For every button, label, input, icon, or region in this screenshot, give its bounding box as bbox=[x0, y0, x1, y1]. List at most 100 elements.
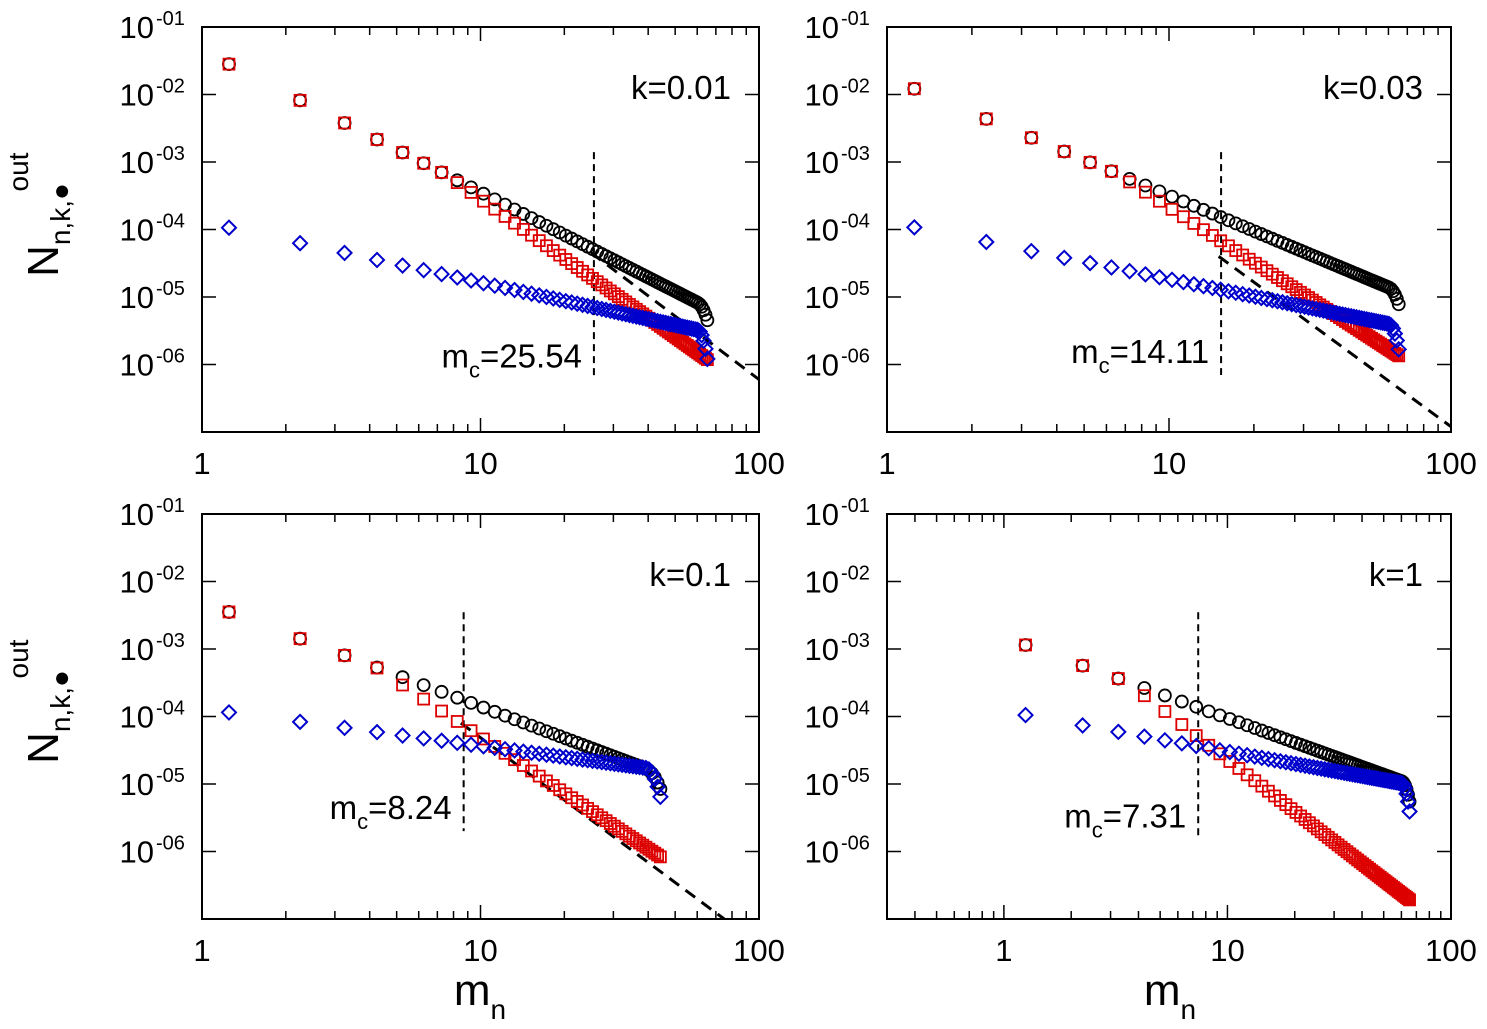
data-point-diamond bbox=[563, 294, 581, 311]
data-point-diamond bbox=[1055, 249, 1073, 267]
data-point-circle bbox=[1201, 704, 1216, 719]
data-point-square bbox=[222, 605, 236, 619]
data-point-square bbox=[1189, 729, 1203, 743]
data-point-diamond bbox=[1324, 304, 1342, 322]
data-point-circle bbox=[1024, 130, 1039, 145]
data-point-diamond bbox=[448, 269, 466, 286]
y-tick-label: 10 bbox=[120, 78, 154, 113]
data-point-diamond bbox=[693, 326, 711, 344]
data-point-circle bbox=[370, 132, 384, 147]
data-point-diamond bbox=[1234, 285, 1252, 303]
data-point-diamond bbox=[544, 747, 562, 765]
data-point-square bbox=[370, 133, 384, 146]
data-layer bbox=[220, 605, 726, 919]
data-point-diamond bbox=[1211, 741, 1229, 759]
data-point-circle bbox=[524, 211, 539, 226]
data-point-circle bbox=[532, 721, 547, 736]
data-point-diamond bbox=[563, 749, 581, 767]
y-tick-label: 10 bbox=[120, 835, 154, 870]
data-point-square bbox=[338, 116, 351, 130]
data-point-diamond bbox=[1277, 753, 1295, 771]
y-tick-exponent: -05 bbox=[841, 278, 870, 300]
y-tick-label: 10 bbox=[120, 10, 154, 45]
data-point-circle bbox=[1137, 681, 1152, 695]
data-point-circle bbox=[516, 207, 531, 221]
y-tick-exponent: -05 bbox=[156, 765, 185, 787]
data-point-circle bbox=[1222, 712, 1237, 726]
data-point-square bbox=[477, 732, 490, 746]
annotation-mc: mc=8.24 bbox=[330, 789, 452, 834]
data-point-square bbox=[546, 779, 560, 792]
data-layer bbox=[905, 81, 1451, 428]
data-point-circle bbox=[507, 712, 522, 727]
x-tick-label: 100 bbox=[1425, 933, 1477, 968]
data-point-diamond bbox=[220, 703, 238, 721]
data-point-diamond bbox=[1374, 314, 1392, 332]
data-point-circle bbox=[476, 700, 491, 715]
y-tick-label: 10 bbox=[120, 767, 154, 802]
data-point-diamond bbox=[1398, 785, 1415, 803]
y-tick-label: 10 bbox=[805, 565, 839, 600]
data-point-diamond bbox=[697, 340, 714, 358]
data-point-diamond bbox=[475, 737, 492, 755]
y-tick-label: 10 bbox=[805, 497, 839, 532]
y-tick-label: 10 bbox=[805, 835, 839, 870]
data-point-diamond bbox=[683, 320, 700, 338]
data-point-diamond bbox=[1022, 242, 1040, 260]
data-point-square bbox=[293, 632, 307, 646]
data-point-square bbox=[435, 704, 449, 718]
data-point-square bbox=[396, 678, 409, 692]
data-point-circle bbox=[1247, 721, 1262, 735]
data-point-diamond bbox=[220, 219, 238, 237]
data-point-diamond bbox=[1252, 289, 1270, 307]
data-point-diamond bbox=[1263, 291, 1281, 309]
data-point-circle bbox=[1111, 671, 1126, 686]
y-tick-label: 10 bbox=[120, 497, 154, 532]
y-tick-exponent: -02 bbox=[841, 563, 870, 585]
data-point-diamond bbox=[1081, 254, 1099, 272]
annotation-mc: mc=7.31 bbox=[1064, 798, 1186, 843]
y-tick-exponent: -04 bbox=[841, 698, 870, 720]
y-tick-exponent: -01 bbox=[841, 8, 870, 30]
data-point-diamond bbox=[627, 758, 645, 776]
data-point-circle bbox=[1165, 189, 1179, 204]
data-point-diamond bbox=[1135, 728, 1153, 746]
data-point-circle bbox=[1221, 213, 1236, 228]
data-point-diamond bbox=[486, 739, 504, 757]
data-point-square bbox=[1390, 348, 1404, 362]
y-axis-label: Nn,k,● bbox=[19, 183, 76, 277]
data-point-square bbox=[1177, 210, 1190, 224]
data-point-circle bbox=[1261, 726, 1276, 740]
data-point-diamond bbox=[1323, 762, 1341, 779]
data-point-diamond bbox=[1318, 302, 1336, 320]
data-point-diamond bbox=[584, 298, 601, 316]
data-point-square bbox=[1024, 131, 1038, 145]
y-tick-exponent: -06 bbox=[156, 833, 185, 855]
data-point-diamond bbox=[1269, 292, 1286, 310]
data-point-circle bbox=[546, 726, 561, 741]
data-point-circle bbox=[1122, 171, 1137, 186]
data-point-diamond bbox=[1103, 259, 1120, 276]
y-tick-label: 10 bbox=[805, 280, 839, 315]
data-point-diamond bbox=[1282, 754, 1300, 772]
data-point-square bbox=[477, 194, 490, 208]
data-point-diamond bbox=[415, 729, 433, 747]
data-point-diamond bbox=[1173, 734, 1191, 752]
data-point-diamond bbox=[1328, 304, 1345, 322]
data-point-square bbox=[498, 210, 512, 223]
data-point-diamond bbox=[568, 750, 586, 768]
x-tick-label: 100 bbox=[1425, 446, 1477, 481]
data-point-diamond bbox=[1278, 294, 1296, 312]
data-point-diamond bbox=[448, 734, 466, 752]
data-point-circle bbox=[907, 81, 922, 96]
data-point-diamond bbox=[557, 292, 575, 310]
data-point-circle bbox=[395, 145, 410, 160]
data-point-diamond bbox=[1163, 271, 1181, 289]
y-tick-exponent: -01 bbox=[156, 8, 185, 30]
data-point-diamond bbox=[1271, 752, 1289, 770]
y-tick-label: 10 bbox=[805, 145, 839, 180]
data-point-circle bbox=[293, 93, 307, 108]
data-point-diamond bbox=[637, 310, 655, 328]
